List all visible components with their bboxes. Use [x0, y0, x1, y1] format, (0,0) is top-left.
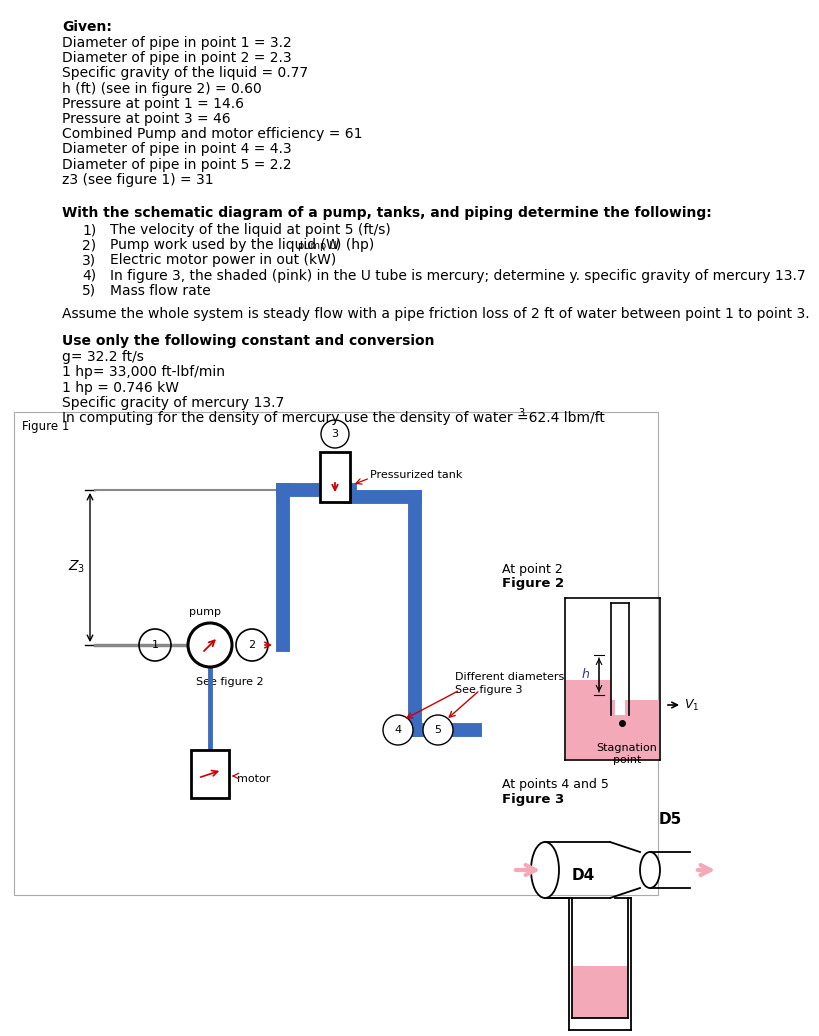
Bar — [191, 750, 229, 798]
Circle shape — [423, 715, 452, 745]
Text: Stagnation: Stagnation — [596, 743, 657, 753]
Text: Diameter of pipe in point 4 = 4.3: Diameter of pipe in point 4 = 4.3 — [62, 142, 292, 156]
Text: 1: 1 — [152, 640, 158, 650]
Text: Pressurized tank: Pressurized tank — [369, 470, 462, 480]
Text: 3: 3 — [518, 408, 524, 418]
Bar — [565, 680, 610, 700]
Text: Electric motor power in out (kW): Electric motor power in out (kW) — [110, 254, 336, 267]
Ellipse shape — [531, 842, 559, 898]
Text: 1 hp= 33,000 ft-lbf/min: 1 hp= 33,000 ft-lbf/min — [62, 366, 224, 379]
Text: Pressure at point 3 = 46: Pressure at point 3 = 46 — [62, 112, 230, 126]
Text: Specific gracity of mercury 13.7: Specific gracity of mercury 13.7 — [62, 396, 284, 410]
Circle shape — [382, 715, 413, 745]
Bar — [572, 966, 627, 1018]
Text: y: y — [613, 986, 621, 1000]
Text: Figure 2: Figure 2 — [501, 577, 563, 589]
Text: At points 4 and 5: At points 4 and 5 — [501, 778, 609, 792]
Text: pump: pump — [188, 607, 221, 617]
Ellipse shape — [639, 852, 659, 888]
Text: 1): 1) — [82, 223, 96, 237]
Text: Different diameters: Different diameters — [455, 672, 563, 682]
Text: 3): 3) — [82, 254, 96, 267]
Text: g= 32.2 ft/s: g= 32.2 ft/s — [62, 350, 143, 365]
Text: In computing for the density of mercury use the density of water =62.4 lbm/ft: In computing for the density of mercury … — [62, 411, 604, 425]
Bar — [572, 898, 627, 1018]
Text: 4): 4) — [82, 268, 96, 283]
Text: In figure 3, the shaded (pink) in the U tube is mercury; determine y. specific g: In figure 3, the shaded (pink) in the U … — [110, 268, 804, 283]
Text: Diameter of pipe in point 2 = 2.3: Diameter of pipe in point 2 = 2.3 — [62, 51, 292, 65]
Text: D5: D5 — [658, 812, 681, 827]
Text: pump U: pump U — [297, 241, 336, 251]
Text: $V_1$: $V_1$ — [683, 697, 699, 713]
Text: D4: D4 — [571, 867, 594, 883]
Text: Diameter of pipe in point 1 = 3.2: Diameter of pipe in point 1 = 3.2 — [62, 36, 292, 50]
Text: 2: 2 — [248, 640, 256, 650]
Text: Figure 1: Figure 1 — [22, 420, 70, 433]
Text: Assume the whole system is steady flow with a pipe friction loss of 2 ft of wate: Assume the whole system is steady flow w… — [62, 307, 808, 321]
Text: Diameter of pipe in point 5 = 2.2: Diameter of pipe in point 5 = 2.2 — [62, 157, 292, 172]
Text: 5: 5 — [434, 725, 441, 735]
Text: h (ft) (see in figure 2) = 0.60: h (ft) (see in figure 2) = 0.60 — [62, 82, 261, 95]
Text: $Z_3$: $Z_3$ — [68, 558, 85, 575]
Text: motor: motor — [237, 774, 270, 784]
Text: 5): 5) — [82, 284, 96, 297]
Text: Given:: Given: — [62, 20, 111, 34]
Text: Use only the following constant and conversion: Use only the following constant and conv… — [62, 335, 434, 348]
Text: Pressure at point 1 = 14.6: Pressure at point 1 = 14.6 — [62, 96, 244, 111]
Text: Figure 3: Figure 3 — [501, 793, 563, 806]
Text: Specific gravity of the liquid = 0.77: Specific gravity of the liquid = 0.77 — [62, 66, 308, 81]
Text: h: h — [581, 668, 588, 682]
Text: At point 2: At point 2 — [501, 563, 562, 576]
Text: 4: 4 — [394, 725, 401, 735]
Text: 3: 3 — [331, 429, 338, 439]
Text: 1 hp = 0.746 kW: 1 hp = 0.746 kW — [62, 380, 179, 395]
Text: point: point — [612, 755, 640, 765]
Text: ) (hp): ) (hp) — [335, 238, 373, 252]
Bar — [319, 452, 350, 502]
Text: z3 (see figure 1) = 31: z3 (see figure 1) = 31 — [62, 173, 214, 186]
Text: Pump work used by the liquid (W: Pump work used by the liquid (W — [110, 238, 339, 252]
Text: With the schematic diagram of a pump, tanks, and piping determine the following:: With the schematic diagram of a pump, ta… — [62, 206, 711, 220]
Bar — [14, 412, 657, 895]
Text: Combined Pump and motor efficiency = 61: Combined Pump and motor efficiency = 61 — [62, 127, 362, 141]
Bar — [614, 603, 624, 715]
Text: Mass flow rate: Mass flow rate — [110, 284, 210, 297]
Circle shape — [188, 623, 232, 667]
Text: 2): 2) — [82, 238, 96, 252]
Text: See figure 3: See figure 3 — [455, 685, 522, 695]
Text: The velocity of the liquid at point 5 (ft/s): The velocity of the liquid at point 5 (f… — [110, 223, 391, 237]
Text: See figure 2: See figure 2 — [196, 677, 264, 687]
Bar — [565, 700, 658, 759]
